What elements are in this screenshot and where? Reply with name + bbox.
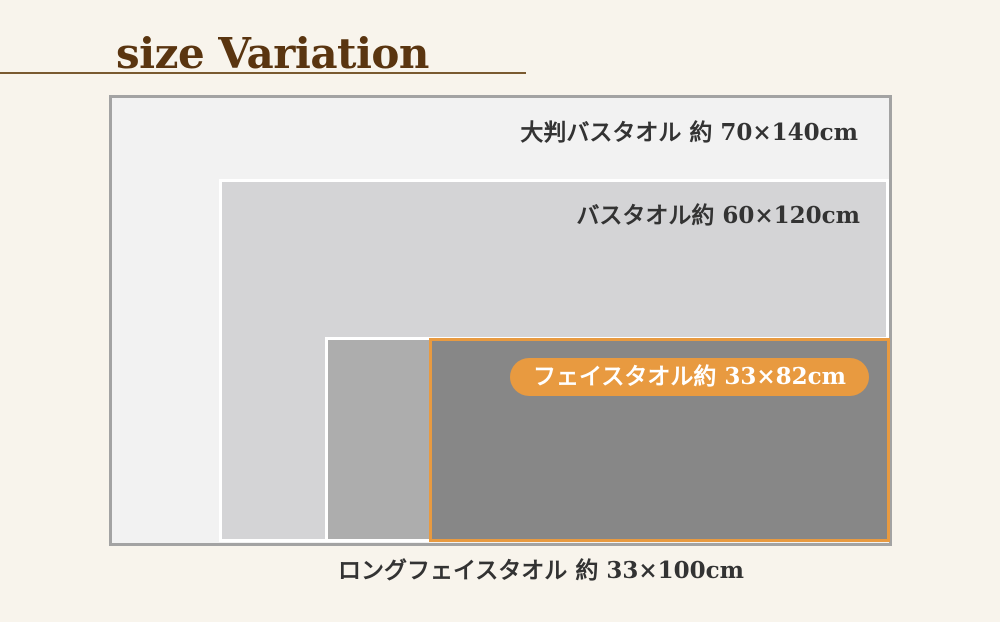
large-bath-towel-label: 大判バスタオル 約 70×140cm <box>520 119 858 146</box>
long-face-towel-label: ロングフェイスタオル 約 33×100cm <box>338 557 744 584</box>
page-title: size Variation <box>116 29 429 78</box>
title-underline <box>0 72 526 74</box>
bath-towel-label: バスタオル約 60×120cm <box>576 202 860 229</box>
face-towel-label: フェイスタオル約 33×82cm <box>510 358 869 396</box>
